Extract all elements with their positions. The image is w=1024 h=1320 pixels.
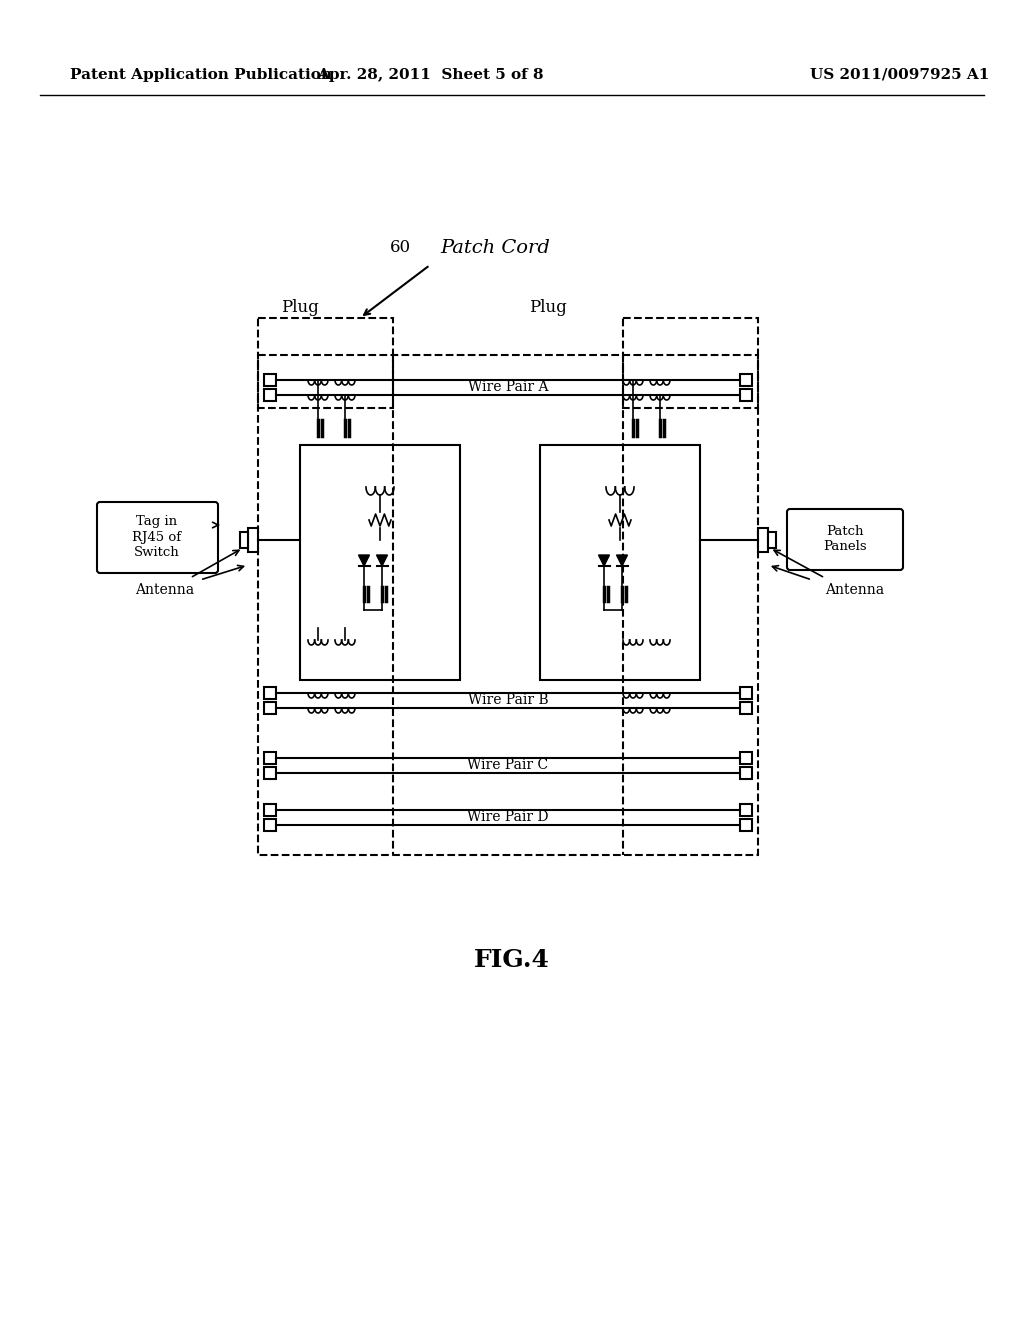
Bar bbox=[740, 818, 752, 832]
Bar bbox=[300, 445, 460, 680]
Text: Tag in
RJ45 of
Switch: Tag in RJ45 of Switch bbox=[132, 516, 181, 558]
Text: Wire Pair B: Wire Pair B bbox=[468, 693, 548, 708]
Bar bbox=[740, 752, 752, 764]
Bar bbox=[264, 818, 276, 832]
Bar bbox=[740, 374, 752, 385]
Bar bbox=[248, 528, 258, 552]
Bar bbox=[768, 532, 776, 548]
Polygon shape bbox=[377, 554, 387, 566]
Text: Patch Cord: Patch Cord bbox=[440, 239, 550, 257]
Text: Antenna: Antenna bbox=[825, 583, 885, 597]
Text: FIG.4: FIG.4 bbox=[474, 948, 550, 972]
Text: Plug: Plug bbox=[529, 300, 567, 317]
Text: Wire Pair C: Wire Pair C bbox=[467, 758, 549, 772]
Polygon shape bbox=[598, 554, 609, 566]
Text: Patch
Panels: Patch Panels bbox=[823, 525, 866, 553]
Text: Apr. 28, 2011  Sheet 5 of 8: Apr. 28, 2011 Sheet 5 of 8 bbox=[316, 69, 544, 82]
Bar bbox=[264, 804, 276, 816]
Bar bbox=[258, 355, 758, 855]
Bar bbox=[540, 445, 700, 680]
FancyBboxPatch shape bbox=[97, 502, 218, 573]
Bar bbox=[740, 767, 752, 779]
Bar bbox=[740, 389, 752, 401]
Text: Antenna: Antenna bbox=[135, 583, 195, 597]
Bar bbox=[758, 528, 768, 552]
Bar bbox=[264, 686, 276, 700]
Text: Wire Pair A: Wire Pair A bbox=[468, 380, 548, 393]
Bar bbox=[264, 374, 276, 385]
FancyBboxPatch shape bbox=[787, 510, 903, 570]
Polygon shape bbox=[616, 554, 628, 566]
Bar bbox=[264, 752, 276, 764]
Bar bbox=[258, 318, 393, 408]
Bar bbox=[623, 318, 758, 408]
Bar bbox=[264, 389, 276, 401]
Bar bbox=[264, 767, 276, 779]
Text: 60: 60 bbox=[390, 239, 411, 256]
Bar bbox=[240, 532, 248, 548]
Bar bbox=[740, 804, 752, 816]
Text: Patent Application Publication: Patent Application Publication bbox=[70, 69, 332, 82]
Bar bbox=[264, 702, 276, 714]
Text: Wire Pair D: Wire Pair D bbox=[467, 810, 549, 824]
Text: US 2011/0097925 A1: US 2011/0097925 A1 bbox=[810, 69, 989, 82]
Bar bbox=[740, 702, 752, 714]
Text: Plug: Plug bbox=[282, 300, 318, 317]
Polygon shape bbox=[358, 554, 370, 566]
Bar bbox=[740, 686, 752, 700]
